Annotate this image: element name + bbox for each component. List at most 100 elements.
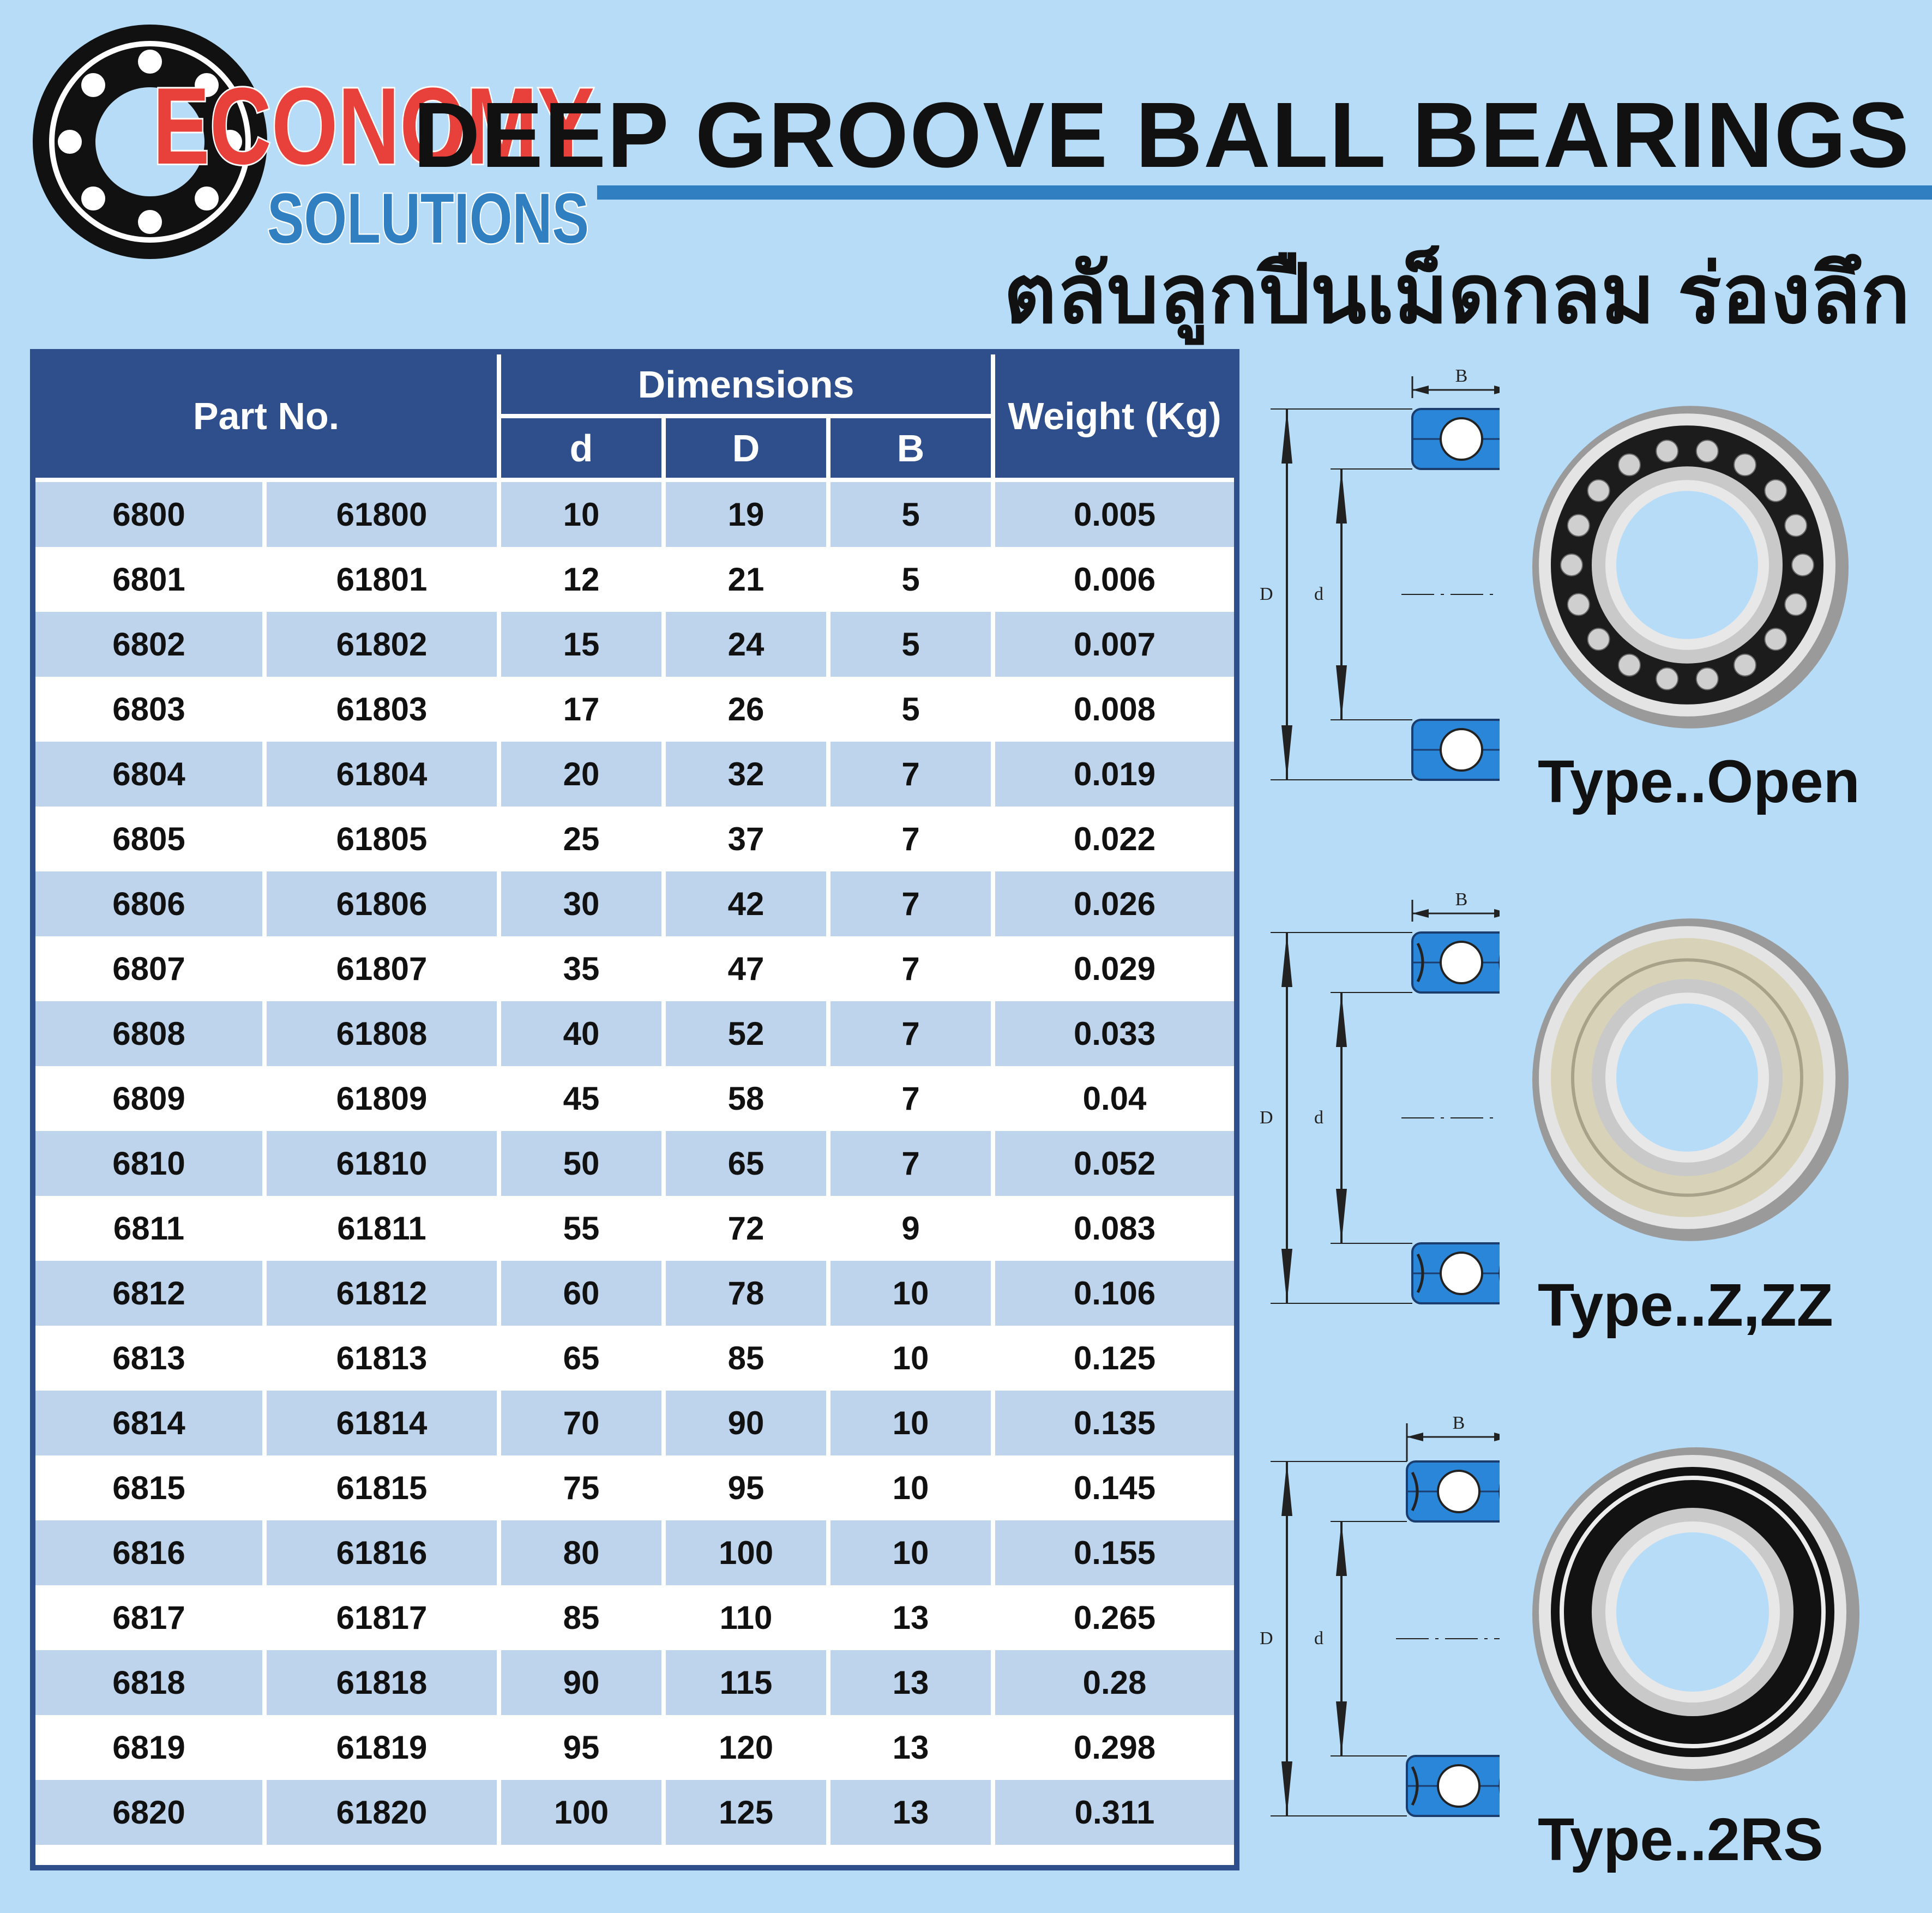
dim-D-cell: 125 [661, 1780, 831, 1845]
part-no-618-cell: 61810 [262, 1131, 502, 1196]
dim-col-D-header: D [661, 414, 831, 482]
table-row: 6808 61808 40 52 7 0.033 [35, 1001, 1235, 1066]
ball [1437, 1470, 1480, 1513]
table-row: 6810 61810 50 65 7 0.052 [35, 1131, 1235, 1196]
dim-B-cell: 7 [826, 807, 996, 871]
part-no-68-cell: 6800 [35, 480, 267, 547]
part-no-68-cell: 6806 [35, 871, 267, 936]
dim-d-cell: 85 [497, 1585, 666, 1650]
table-row: 6805 61805 25 37 7 0.022 [35, 807, 1235, 871]
dim-D-cell: 37 [661, 807, 831, 871]
dim-B-cell: 5 [826, 677, 996, 742]
dim-B-cell: 5 [826, 612, 996, 677]
part-no-618-cell: 61816 [262, 1520, 502, 1585]
part-no-618-cell: 61803 [262, 677, 502, 742]
dim-B-cell: 7 [826, 1131, 996, 1196]
bearing-photo-open [1532, 406, 1849, 729]
dim-B-cell: 7 [826, 742, 996, 807]
part-no-618-cell: 61819 [262, 1715, 502, 1780]
weight-cell: 0.28 [991, 1650, 1235, 1715]
table-row: 6814 61814 70 90 10 0.135 [35, 1391, 1235, 1455]
dim-D-cell: 110 [661, 1585, 831, 1650]
spec-table-body: 6800 61800 10 19 5 0.005 6801 61801 12 21 5 0.006 68… [35, 480, 1235, 1845]
dim-d-cell: 40 [497, 1001, 666, 1066]
weight-cell: 0.155 [991, 1520, 1235, 1585]
dim-d-label: d [1314, 584, 1323, 604]
weight-cell: 0.005 [991, 480, 1235, 547]
weight-cell: 0.026 [991, 871, 1235, 936]
dim-col-d-header: d [499, 414, 666, 482]
thai-subtitle: ตลับลูกปืนเม็ดกลม ร่องลึก [1003, 248, 1910, 340]
dim-D-cell: 19 [661, 480, 831, 547]
dim-D-cell: 90 [661, 1391, 831, 1455]
weight-cell: 0.019 [991, 742, 1235, 807]
part-no-618-cell: 61815 [262, 1455, 502, 1520]
table-row: 6811 61811 55 72 9 0.083 [35, 1196, 1235, 1261]
dim-B-cell: 13 [826, 1780, 996, 1845]
dim-B-cell: 13 [826, 1715, 996, 1780]
dim-col-B-header: B [826, 414, 994, 482]
part-no-618-cell: 61802 [262, 612, 502, 677]
part-no-618-cell: 61801 [262, 547, 502, 612]
dim-D-label: D [1260, 584, 1273, 604]
dim-D-cell: 72 [661, 1196, 831, 1261]
table-row: 6818 61818 90 115 13 0.28 [35, 1650, 1235, 1715]
dim-d-cell: 10 [497, 480, 666, 547]
dim-D-cell: 26 [661, 677, 831, 742]
dim-B-cell: 9 [826, 1196, 996, 1261]
dim-d-label: d [1314, 1108, 1323, 1128]
part-no-68-cell: 6811 [35, 1196, 267, 1261]
table-row: 6803 61803 17 26 5 0.008 [35, 677, 1235, 742]
dim-B-cell: 7 [826, 871, 996, 936]
weight-cell: 0.298 [991, 1715, 1235, 1780]
dim-B-cell: 7 [826, 1001, 996, 1066]
part-no-68-cell: 6807 [35, 936, 267, 1001]
dim-d-cell: 12 [497, 547, 666, 612]
weight-cell: 0.311 [991, 1780, 1235, 1845]
weight-cell: 0.125 [991, 1326, 1235, 1391]
dim-d-cell: 15 [497, 612, 666, 677]
part-no-618-cell: 61806 [262, 871, 502, 936]
dim-B-cell: 13 [826, 1650, 996, 1715]
table-row: 6804 61804 20 32 7 0.019 [35, 742, 1235, 807]
part-no-68-cell: 6820 [35, 1780, 267, 1845]
dim-B-cell: 7 [826, 1066, 996, 1131]
part-no-618-cell: 61809 [262, 1066, 502, 1131]
part-no-618-cell: 61805 [262, 807, 502, 871]
dim-d-cell: 60 [497, 1261, 666, 1326]
table-row: 6807 61807 35 47 7 0.029 [35, 936, 1235, 1001]
dim-d-cell: 20 [497, 742, 666, 807]
table-row: 6813 61813 65 85 10 0.125 [35, 1326, 1235, 1391]
type-label-open: Type..Open [1538, 748, 1860, 815]
part-no-618-cell: 61808 [262, 1001, 502, 1066]
part-no-68-cell: 6803 [35, 677, 267, 742]
weight-cell: 0.145 [991, 1455, 1235, 1520]
part-no-618-cell: 61820 [262, 1780, 502, 1845]
ball [1440, 417, 1483, 461]
ball [1440, 728, 1483, 772]
dim-D-cell: 100 [661, 1520, 831, 1585]
weight-cell: 0.022 [991, 807, 1235, 871]
dim-D-cell: 115 [661, 1650, 831, 1715]
part-no-68-cell: 6819 [35, 1715, 267, 1780]
part-no-68-cell: 6816 [35, 1520, 267, 1585]
part-no-header: Part No. [35, 354, 502, 482]
dim-d-cell: 35 [497, 936, 666, 1001]
weight-cell: 0.106 [991, 1261, 1235, 1326]
type-label-shield: Type..Z,ZZ [1538, 1272, 1833, 1339]
table-row: 6812 61812 60 78 10 0.106 [35, 1261, 1235, 1326]
dim-B-cell: 10 [826, 1455, 996, 1520]
dim-d-cell: 45 [497, 1066, 666, 1131]
weight-cell: 0.033 [991, 1001, 1235, 1066]
dim-D-cell: 120 [661, 1715, 831, 1780]
logo-economy-text: ECONOMY [153, 65, 594, 187]
dim-d-cell: 50 [497, 1131, 666, 1196]
weight-cell: 0.083 [991, 1196, 1235, 1261]
dim-d-cell: 25 [497, 807, 666, 871]
dim-B-label: B [1455, 366, 1468, 386]
weight-cell: 0.007 [991, 612, 1235, 677]
spec-table-container: Part No. Dimensions Weight (Kg) d D B 68… [30, 349, 1239, 1870]
part-no-68-cell: 6810 [35, 1131, 267, 1196]
table-row: 6800 61800 10 19 5 0.005 [35, 480, 1235, 547]
ball [1437, 1764, 1480, 1808]
